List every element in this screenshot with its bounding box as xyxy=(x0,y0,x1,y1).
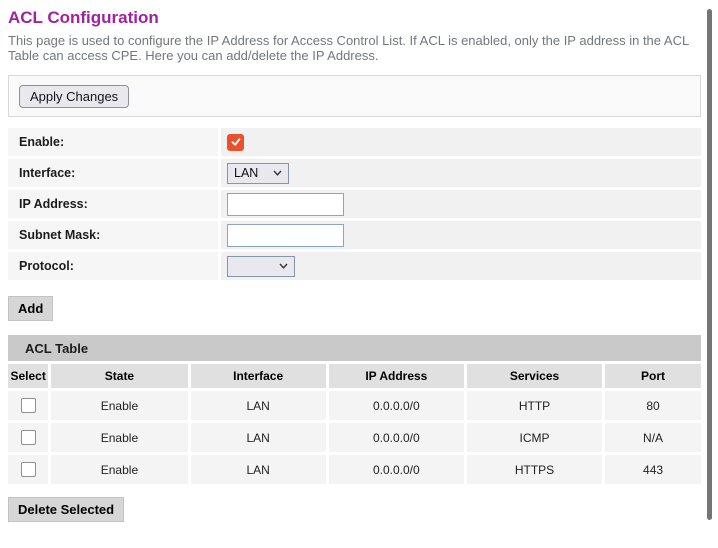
cell-ip: 0.0.0.0/0 xyxy=(328,455,464,484)
cell-ip: 0.0.0.0/0 xyxy=(328,391,464,420)
cell-service: HTTP xyxy=(466,391,603,420)
chevron-down-icon xyxy=(273,170,282,176)
subnet-mask-input[interactable] xyxy=(227,223,344,247)
interface-select-value: LAN xyxy=(234,166,259,180)
apply-changes-button[interactable]: Apply Changes xyxy=(19,84,130,108)
row-select-checkbox[interactable] xyxy=(20,430,36,445)
page-description: This page is used to configure the IP Ad… xyxy=(8,33,689,63)
row-select-checkbox[interactable] xyxy=(20,398,36,413)
acl-table-title: ACL Table xyxy=(8,335,701,361)
cell-port: 443 xyxy=(605,455,701,484)
ip-address-label: IP Address: xyxy=(8,190,218,218)
subnet-mask-label: Subnet Mask: xyxy=(8,221,218,249)
col-header-interface: Interface xyxy=(190,364,326,388)
cell-port: 80 xyxy=(605,391,701,420)
form-row-subnet: Subnet Mask: xyxy=(8,221,701,249)
table-row: Enable LAN 0.0.0.0/0 ICMP N/A xyxy=(8,423,701,452)
apply-panel: Apply Changes xyxy=(8,75,701,117)
chevron-down-icon xyxy=(279,263,288,270)
cell-service: ICMP xyxy=(466,423,603,452)
col-header-services: Services xyxy=(466,364,603,388)
form-row-protocol: Protocol: xyxy=(8,252,701,280)
cell-interface: LAN xyxy=(190,391,326,420)
page-title: ACL Configuration xyxy=(8,8,159,27)
enable-label: Enable: xyxy=(8,128,218,156)
protocol-select[interactable] xyxy=(227,255,295,277)
col-header-state: State xyxy=(51,364,188,388)
check-icon xyxy=(231,138,240,146)
form-row-interface: Interface: LAN xyxy=(8,159,701,187)
protocol-label: Protocol: xyxy=(8,252,218,280)
interface-select[interactable]: LAN xyxy=(227,162,289,184)
row-select-checkbox[interactable] xyxy=(20,462,36,477)
main-content: ACL Configuration This page is used to c… xyxy=(8,8,702,522)
form-row-ip: IP Address: xyxy=(8,190,701,218)
col-header-ip: IP Address xyxy=(328,364,464,388)
acl-form: Enable: Interface: LAN I xyxy=(5,125,704,283)
vertical-scrollbar-thumb[interactable] xyxy=(707,9,712,520)
col-header-port: Port xyxy=(605,364,701,388)
ip-address-input[interactable] xyxy=(227,192,344,216)
cell-interface: LAN xyxy=(190,423,326,452)
delete-selected-button[interactable]: Delete Selected xyxy=(8,497,125,522)
form-row-enable: Enable: xyxy=(8,128,701,156)
cell-state: Enable xyxy=(51,391,188,420)
acl-table-header-row: Select State Interface IP Address Servic… xyxy=(8,364,701,388)
cell-state: Enable xyxy=(51,423,188,452)
add-button[interactable]: Add xyxy=(8,296,54,321)
acl-table-title-bar: ACL Table xyxy=(8,335,701,361)
enable-checkbox[interactable] xyxy=(227,133,244,151)
interface-label: Interface: xyxy=(8,159,218,187)
acl-table: ACL Table Select State Interface IP Addr… xyxy=(5,332,704,487)
table-row: Enable LAN 0.0.0.0/0 HTTPS 443 xyxy=(8,455,701,484)
col-header-select: Select xyxy=(8,364,49,388)
cell-ip: 0.0.0.0/0 xyxy=(328,423,464,452)
cell-port: N/A xyxy=(605,423,701,452)
table-row: Enable LAN 0.0.0.0/0 HTTP 80 xyxy=(8,391,701,420)
cell-service: HTTPS xyxy=(466,455,603,484)
cell-interface: LAN xyxy=(190,455,326,484)
cell-state: Enable xyxy=(51,455,188,484)
